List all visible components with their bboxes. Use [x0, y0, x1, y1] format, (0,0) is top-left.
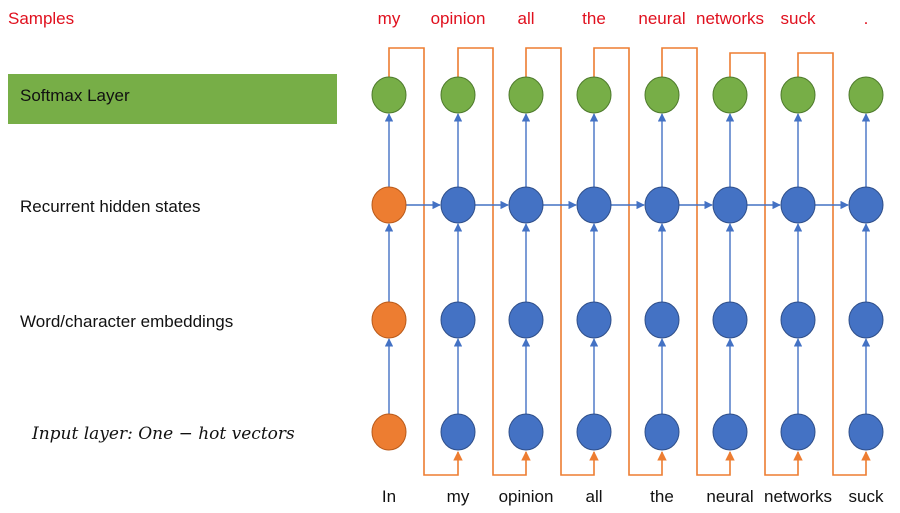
hidden-state-node	[371, 186, 407, 224]
softmax-node	[371, 76, 407, 114]
embedding-node	[712, 301, 748, 339]
sample-word: my	[378, 9, 401, 28]
sample-word: neural	[638, 9, 685, 28]
input-layer-label: Input layer: One − hot vectors	[31, 424, 295, 444]
hidden-state-node	[576, 186, 612, 224]
hidden-state-node	[712, 186, 748, 224]
input-word: suck	[849, 487, 884, 506]
sample-word: .	[864, 9, 869, 28]
softmax-node	[576, 76, 612, 114]
input-word: all	[585, 487, 602, 506]
sample-words: my opinion all the neural networks suck.	[378, 9, 869, 28]
input-node	[508, 413, 544, 451]
input-node	[848, 413, 884, 451]
hidden-state-node	[848, 186, 884, 224]
hidden-state-node	[780, 186, 816, 224]
softmax-node	[712, 76, 748, 114]
feedback-connector	[593, 47, 667, 476]
embedding-node	[440, 301, 476, 339]
feedback-connector	[388, 47, 463, 476]
recurrent-hidden-states-label: Recurrent hidden states	[20, 197, 201, 216]
sample-word: suck	[781, 9, 816, 28]
embedding-node	[644, 301, 680, 339]
input-word: neural	[706, 487, 753, 506]
feedback-connector	[525, 47, 599, 476]
input-node	[576, 413, 612, 451]
softmax-layer-label: Softmax Layer	[20, 86, 130, 105]
input-node	[440, 413, 476, 451]
feedback-connector	[729, 52, 803, 476]
feedback-connectors	[388, 47, 871, 476]
input-word: networks	[764, 487, 832, 506]
input-node	[780, 413, 816, 451]
input-word: In	[382, 487, 396, 506]
softmax-layer-band	[8, 74, 337, 124]
input-node	[712, 413, 748, 451]
input-word: the	[650, 487, 674, 506]
softmax-node	[644, 76, 680, 114]
embedding-node	[780, 301, 816, 339]
softmax-node	[440, 76, 476, 114]
sample-word: opinion	[431, 9, 486, 28]
samples-label: Samples	[8, 9, 74, 28]
embedding-node	[848, 301, 884, 339]
input-node	[644, 413, 680, 451]
embeddings-label: Word/character embeddings	[20, 312, 233, 331]
input-words: In my opinion all the neural networks suck	[382, 487, 884, 506]
hidden-state-node	[644, 186, 680, 224]
input-word: opinion	[499, 487, 554, 506]
hidden-state-node	[508, 186, 544, 224]
embedding-node	[508, 301, 544, 339]
nodes	[371, 76, 884, 451]
feedback-connector	[661, 47, 735, 476]
feedback-connector	[457, 47, 531, 476]
softmax-node	[780, 76, 816, 114]
softmax-node	[848, 76, 884, 114]
sample-word: networks	[696, 9, 764, 28]
blue-arrows	[384, 113, 871, 414]
sample-word: all	[517, 9, 534, 28]
input-word: my	[447, 487, 470, 506]
feedback-connector	[797, 52, 871, 476]
sample-word: the	[582, 9, 606, 28]
hidden-state-node	[440, 186, 476, 224]
softmax-node	[508, 76, 544, 114]
input-node	[371, 413, 407, 451]
embedding-node	[371, 301, 407, 339]
embedding-node	[576, 301, 612, 339]
